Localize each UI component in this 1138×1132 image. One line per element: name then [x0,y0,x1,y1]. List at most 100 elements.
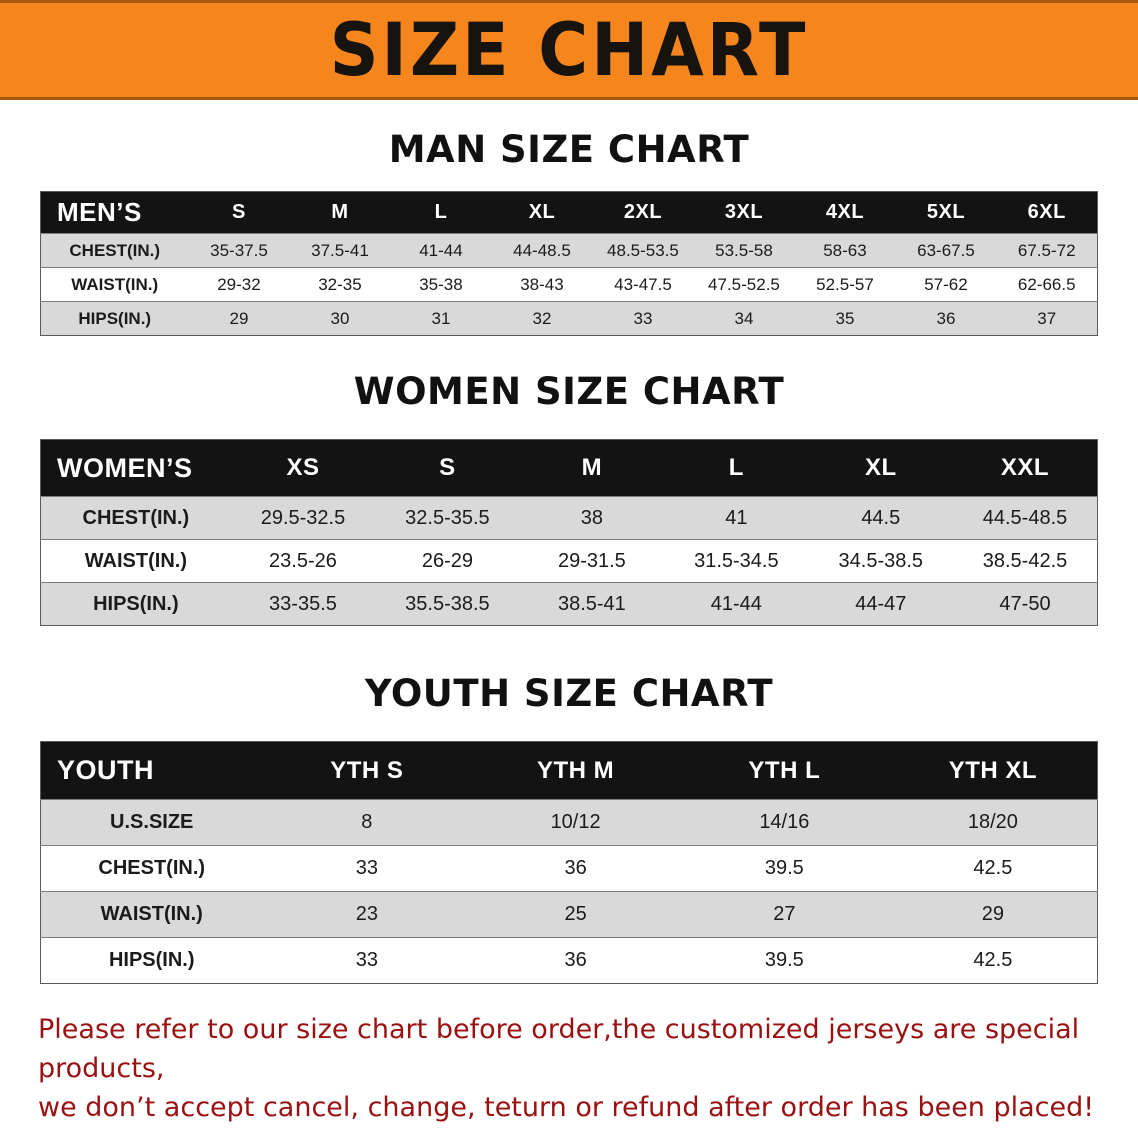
section-men: MAN SIZE CHART MEN’S S M L XL 2XL 3XL 4XL 5XL 6XL… [0,128,1138,336]
size-value-cell: 33-35.5 [230,582,376,626]
men-table-header-row: MEN’S S M L XL 2XL 3XL 4XL 5XL 6XL [40,191,1098,234]
size-value-cell: 47.5-52.5 [693,267,795,302]
size-value-cell: 36 [471,845,680,892]
size-value-cell: 67.5-72 [996,233,1098,268]
size-value-cell: 44-48.5 [491,233,593,268]
disclaimer-line-1: Please refer to our size chart before or… [38,1014,1080,1085]
size-value-cell: 42.5 [888,937,1098,984]
size-column-header: L [390,191,492,234]
size-value-cell: 34.5-38.5 [808,539,954,583]
size-value-cell: 35.5-38.5 [375,582,520,626]
size-value-cell: 38.5-42.5 [953,539,1098,583]
size-column-header: XXL [953,439,1098,497]
men-corner-label: MEN’S [40,191,189,234]
section-women: WOMEN SIZE CHART WOMEN’S XS S M L XL XXL CHEST(… [0,370,1138,626]
size-value-cell: 32 [491,301,593,336]
youth-size-table: YOUTH YTH S YTH M YTH L YTH XL U.S.SIZE 8 10/12… [40,741,1098,984]
size-value-cell: 38 [519,496,665,540]
size-column-header: 3XL [693,191,795,234]
size-column-header: YTH L [679,741,889,800]
size-value-cell: 34 [693,301,795,336]
size-column-header: M [289,191,391,234]
size-column-header: XL [491,191,593,234]
row-label: HIPS(IN.) [40,937,263,984]
size-value-cell: 38.5-41 [519,582,665,626]
size-value-cell: 48.5-53.5 [592,233,694,268]
youth-table-header-row: YOUTH YTH S YTH M YTH L YTH XL [40,741,1098,800]
women-section-heading: WOMEN SIZE CHART [353,370,785,413]
size-value-cell: 44.5-48.5 [953,496,1098,540]
row-label: CHEST(IN.) [40,233,189,268]
size-value-cell: 31 [390,301,492,336]
men-size-table: MEN’S S M L XL 2XL 3XL 4XL 5XL 6XL CHEST(IN.) 35-37… [40,191,1098,336]
size-value-cell: 53.5-58 [693,233,795,268]
size-value-cell: 62-66.5 [996,267,1098,302]
page-title: SIZE CHART [329,7,809,93]
size-column-header: S [375,439,520,497]
men-section-heading: MAN SIZE CHART [388,128,750,171]
size-value-cell: 36 [895,301,997,336]
size-value-cell: 31.5-34.5 [664,539,809,583]
table-row: U.S.SIZE 8 10/12 14/16 18/20 [40,799,1098,846]
row-label: WAIST(IN.) [40,267,189,302]
size-value-cell: 29-32 [188,267,290,302]
row-label: WAIST(IN.) [40,539,231,583]
size-value-cell: 23.5-26 [230,539,376,583]
disclaimer-line-2: we don’t accept cancel, change, teturn o… [38,1092,1095,1124]
size-column-header: S [188,191,290,234]
size-value-cell: 29.5-32.5 [230,496,376,540]
size-column-header: 4XL [794,191,896,234]
size-value-cell: 18/20 [888,799,1098,846]
size-value-cell: 57-62 [895,267,997,302]
size-value-cell: 33 [592,301,694,336]
table-row: HIPS(IN.) 29 30 31 32 33 34 35 36 37 [40,301,1098,336]
youth-corner-label: YOUTH [40,741,263,800]
size-value-cell: 23 [262,891,472,938]
size-value-cell: 29 [188,301,290,336]
youth-section-heading: YOUTH SIZE CHART [364,672,774,715]
size-value-cell: 37.5-41 [289,233,391,268]
size-value-cell: 26-29 [375,539,520,583]
size-value-cell: 36 [471,937,680,984]
women-table-header-row: WOMEN’S XS S M L XL XXL [40,439,1098,497]
banner: SIZE CHART [0,0,1138,100]
size-value-cell: 44-47 [808,582,954,626]
table-row: HIPS(IN.) 33 36 39.5 42.5 [40,937,1098,984]
table-row: WAIST(IN.) 23 25 27 29 [40,891,1098,938]
size-value-cell: 41 [664,496,809,540]
size-column-header: XL [808,439,954,497]
size-value-cell: 10/12 [471,799,680,846]
table-row: HIPS(IN.) 33-35.5 35.5-38.5 38.5-41 41-44 44-… [40,582,1098,626]
size-column-header: YTH XL [888,741,1098,800]
table-row: CHEST(IN.) 33 36 39.5 42.5 [40,845,1098,892]
size-value-cell: 25 [471,891,680,938]
size-value-cell: 35-37.5 [188,233,290,268]
size-value-cell: 32.5-35.5 [375,496,520,540]
row-label: CHEST(IN.) [40,496,231,540]
table-row: WAIST(IN.) 23.5-26 26-29 29-31.5 31.5-34.5 34… [40,539,1098,583]
size-value-cell: 30 [289,301,391,336]
size-value-cell: 42.5 [888,845,1098,892]
size-column-header: 5XL [895,191,997,234]
size-value-cell: 52.5-57 [794,267,896,302]
size-value-cell: 44.5 [808,496,954,540]
size-value-cell: 63-67.5 [895,233,997,268]
size-value-cell: 41-44 [664,582,809,626]
size-column-header: YTH S [262,741,472,800]
table-row: CHEST(IN.) 29.5-32.5 32.5-35.5 38 41 44.5 44.5… [40,496,1098,540]
size-value-cell: 58-63 [794,233,896,268]
size-value-cell: 32-35 [289,267,391,302]
table-row: CHEST(IN.) 35-37.5 37.5-41 41-44 44-48.5 48.5… [40,233,1098,268]
size-value-cell: 43-47.5 [592,267,694,302]
size-column-header: M [519,439,665,497]
size-value-cell: 37 [996,301,1098,336]
table-row: WAIST(IN.) 29-32 32-35 35-38 38-43 43-47.5 47.… [40,267,1098,302]
size-value-cell: 39.5 [679,937,889,984]
size-value-cell: 8 [262,799,472,846]
women-corner-label: WOMEN’S [40,439,231,497]
row-label: HIPS(IN.) [40,301,189,336]
size-value-cell: 39.5 [679,845,889,892]
size-value-cell: 35-38 [390,267,492,302]
size-value-cell: 27 [679,891,889,938]
